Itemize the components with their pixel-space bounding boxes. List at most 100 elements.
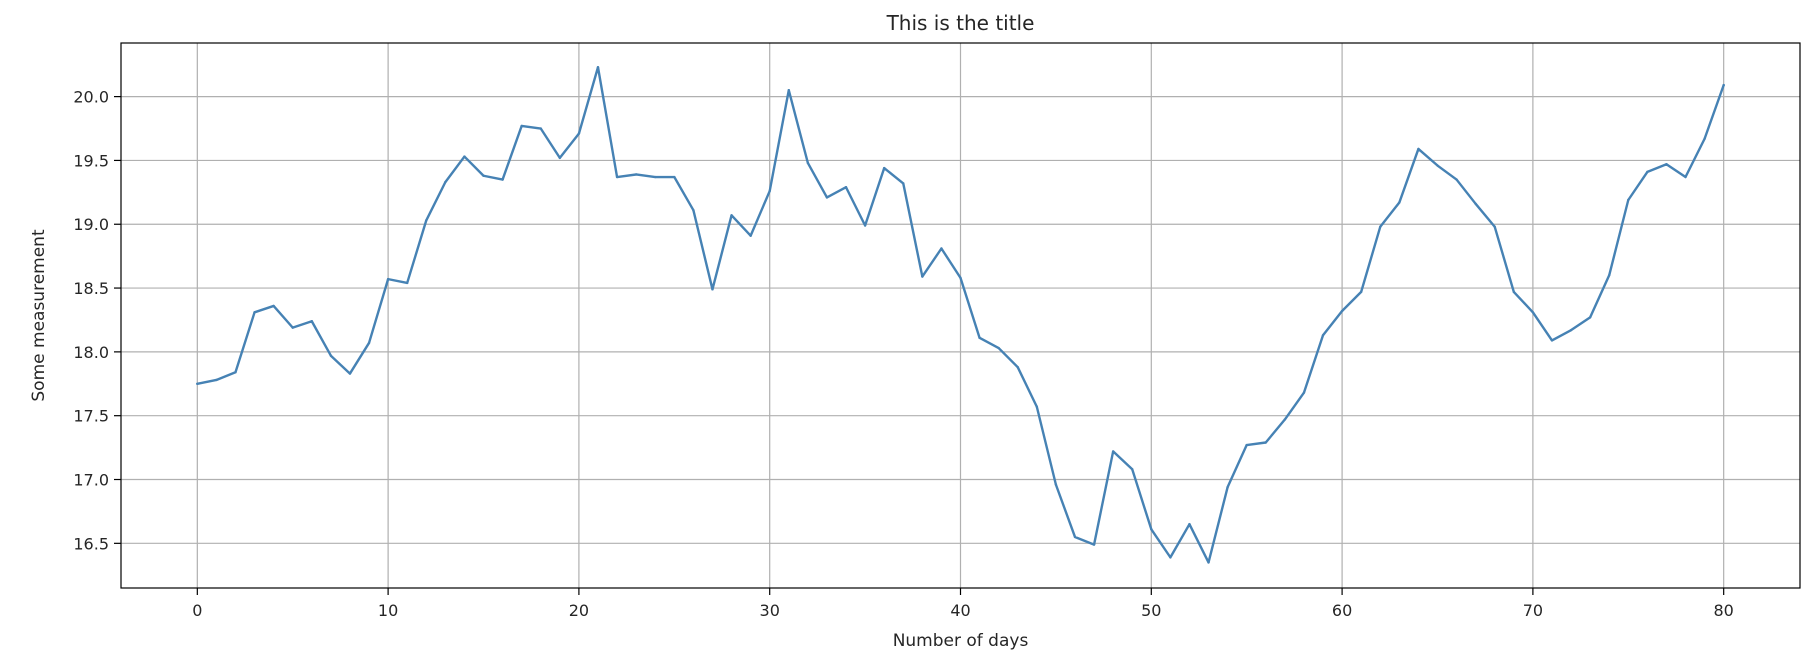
data-point xyxy=(882,166,886,170)
data-point xyxy=(463,155,466,158)
data-point xyxy=(1283,418,1287,421)
data-point xyxy=(1245,443,1248,447)
data-point xyxy=(1665,163,1668,166)
x-tick-label: 0 xyxy=(192,601,202,620)
data-point xyxy=(577,132,581,135)
data-point xyxy=(348,372,352,375)
data-point xyxy=(673,175,676,179)
data-point xyxy=(863,224,867,227)
x-tick-label: 60 xyxy=(1332,601,1352,620)
data-point xyxy=(1436,164,1439,167)
data-point xyxy=(1588,316,1592,319)
data-point xyxy=(959,276,962,280)
data-point xyxy=(1455,178,1458,181)
data-point xyxy=(978,336,981,340)
data-point xyxy=(711,288,714,291)
y-tick-label: 18.5 xyxy=(73,279,109,298)
data-point xyxy=(1608,274,1611,277)
data-point xyxy=(692,209,695,212)
data-point xyxy=(425,219,428,222)
data-point xyxy=(1417,147,1420,151)
data-point xyxy=(1226,485,1229,489)
data-point xyxy=(902,182,905,185)
y-axis-label: Some measurement xyxy=(29,229,49,402)
data-point xyxy=(1398,201,1401,204)
data-point xyxy=(1722,83,1725,87)
data-point xyxy=(253,311,256,314)
x-tick-label: 50 xyxy=(1141,601,1161,620)
data-point xyxy=(329,354,333,357)
y-tick-label: 19.5 xyxy=(73,151,109,170)
data-point xyxy=(1493,225,1496,228)
data-point xyxy=(940,247,943,250)
data-point xyxy=(234,371,237,374)
data-point xyxy=(444,180,447,184)
data-point xyxy=(1073,535,1077,539)
data-point xyxy=(1302,391,1306,394)
data-point xyxy=(615,175,619,179)
data-point xyxy=(1627,198,1630,202)
x-tick-label: 70 xyxy=(1523,601,1543,620)
x-tick-label: 40 xyxy=(950,601,970,620)
x-tick-label: 10 xyxy=(378,601,398,620)
data-point xyxy=(1684,175,1687,179)
data-point xyxy=(1531,311,1535,314)
data-point xyxy=(787,89,790,92)
data-point xyxy=(1359,290,1363,294)
data-point xyxy=(1569,328,1573,332)
data-point xyxy=(1646,170,1649,174)
series-layer xyxy=(196,66,1725,564)
x-axis-label: Number of days xyxy=(893,631,1029,651)
data-point xyxy=(1169,556,1172,559)
data-point xyxy=(1054,483,1058,486)
data-point xyxy=(520,124,523,128)
data-point xyxy=(215,378,218,382)
data-point xyxy=(634,173,638,176)
chart-title: This is the title xyxy=(886,11,1035,35)
data-point xyxy=(825,196,829,199)
data-point xyxy=(596,66,600,69)
data-point xyxy=(1188,522,1191,526)
data-point xyxy=(1340,309,1344,313)
data-point xyxy=(921,275,924,278)
data-point xyxy=(1703,137,1706,140)
data-point xyxy=(482,174,485,177)
y-tick-label: 17.5 xyxy=(73,407,109,426)
data-point xyxy=(768,189,771,193)
data-point xyxy=(367,341,371,345)
y-tick-label: 16.5 xyxy=(73,534,109,553)
data-point xyxy=(1207,561,1210,564)
data-point xyxy=(310,320,313,323)
data-point xyxy=(1321,334,1325,337)
data-point xyxy=(730,214,733,217)
data-point xyxy=(386,277,390,281)
data-point xyxy=(1474,202,1477,206)
data-point xyxy=(1016,365,1019,369)
data-point xyxy=(1550,339,1554,342)
data-point xyxy=(749,234,752,237)
data-point xyxy=(997,346,1000,350)
data-point xyxy=(1264,441,1267,444)
data-point xyxy=(844,186,848,189)
data-point xyxy=(405,281,409,285)
data-point xyxy=(291,326,294,329)
y-tick-label: 18.0 xyxy=(73,343,109,362)
data-point xyxy=(1092,543,1096,546)
data-point xyxy=(654,175,657,179)
data-point xyxy=(1111,450,1115,453)
data-point xyxy=(196,382,199,385)
x-tick-label: 20 xyxy=(569,601,589,620)
data-point xyxy=(1035,405,1039,408)
y-tick-label: 17.0 xyxy=(73,471,109,490)
x-tick-label: 30 xyxy=(760,601,780,620)
data-point xyxy=(806,161,810,165)
data-point xyxy=(558,156,562,160)
data-point xyxy=(539,127,542,130)
x-tick-label: 80 xyxy=(1714,601,1734,620)
data-point xyxy=(1131,468,1134,471)
plot-frame xyxy=(120,42,1801,589)
data-point xyxy=(272,304,275,308)
grid-layer xyxy=(121,43,1800,588)
data-point xyxy=(1150,528,1153,531)
